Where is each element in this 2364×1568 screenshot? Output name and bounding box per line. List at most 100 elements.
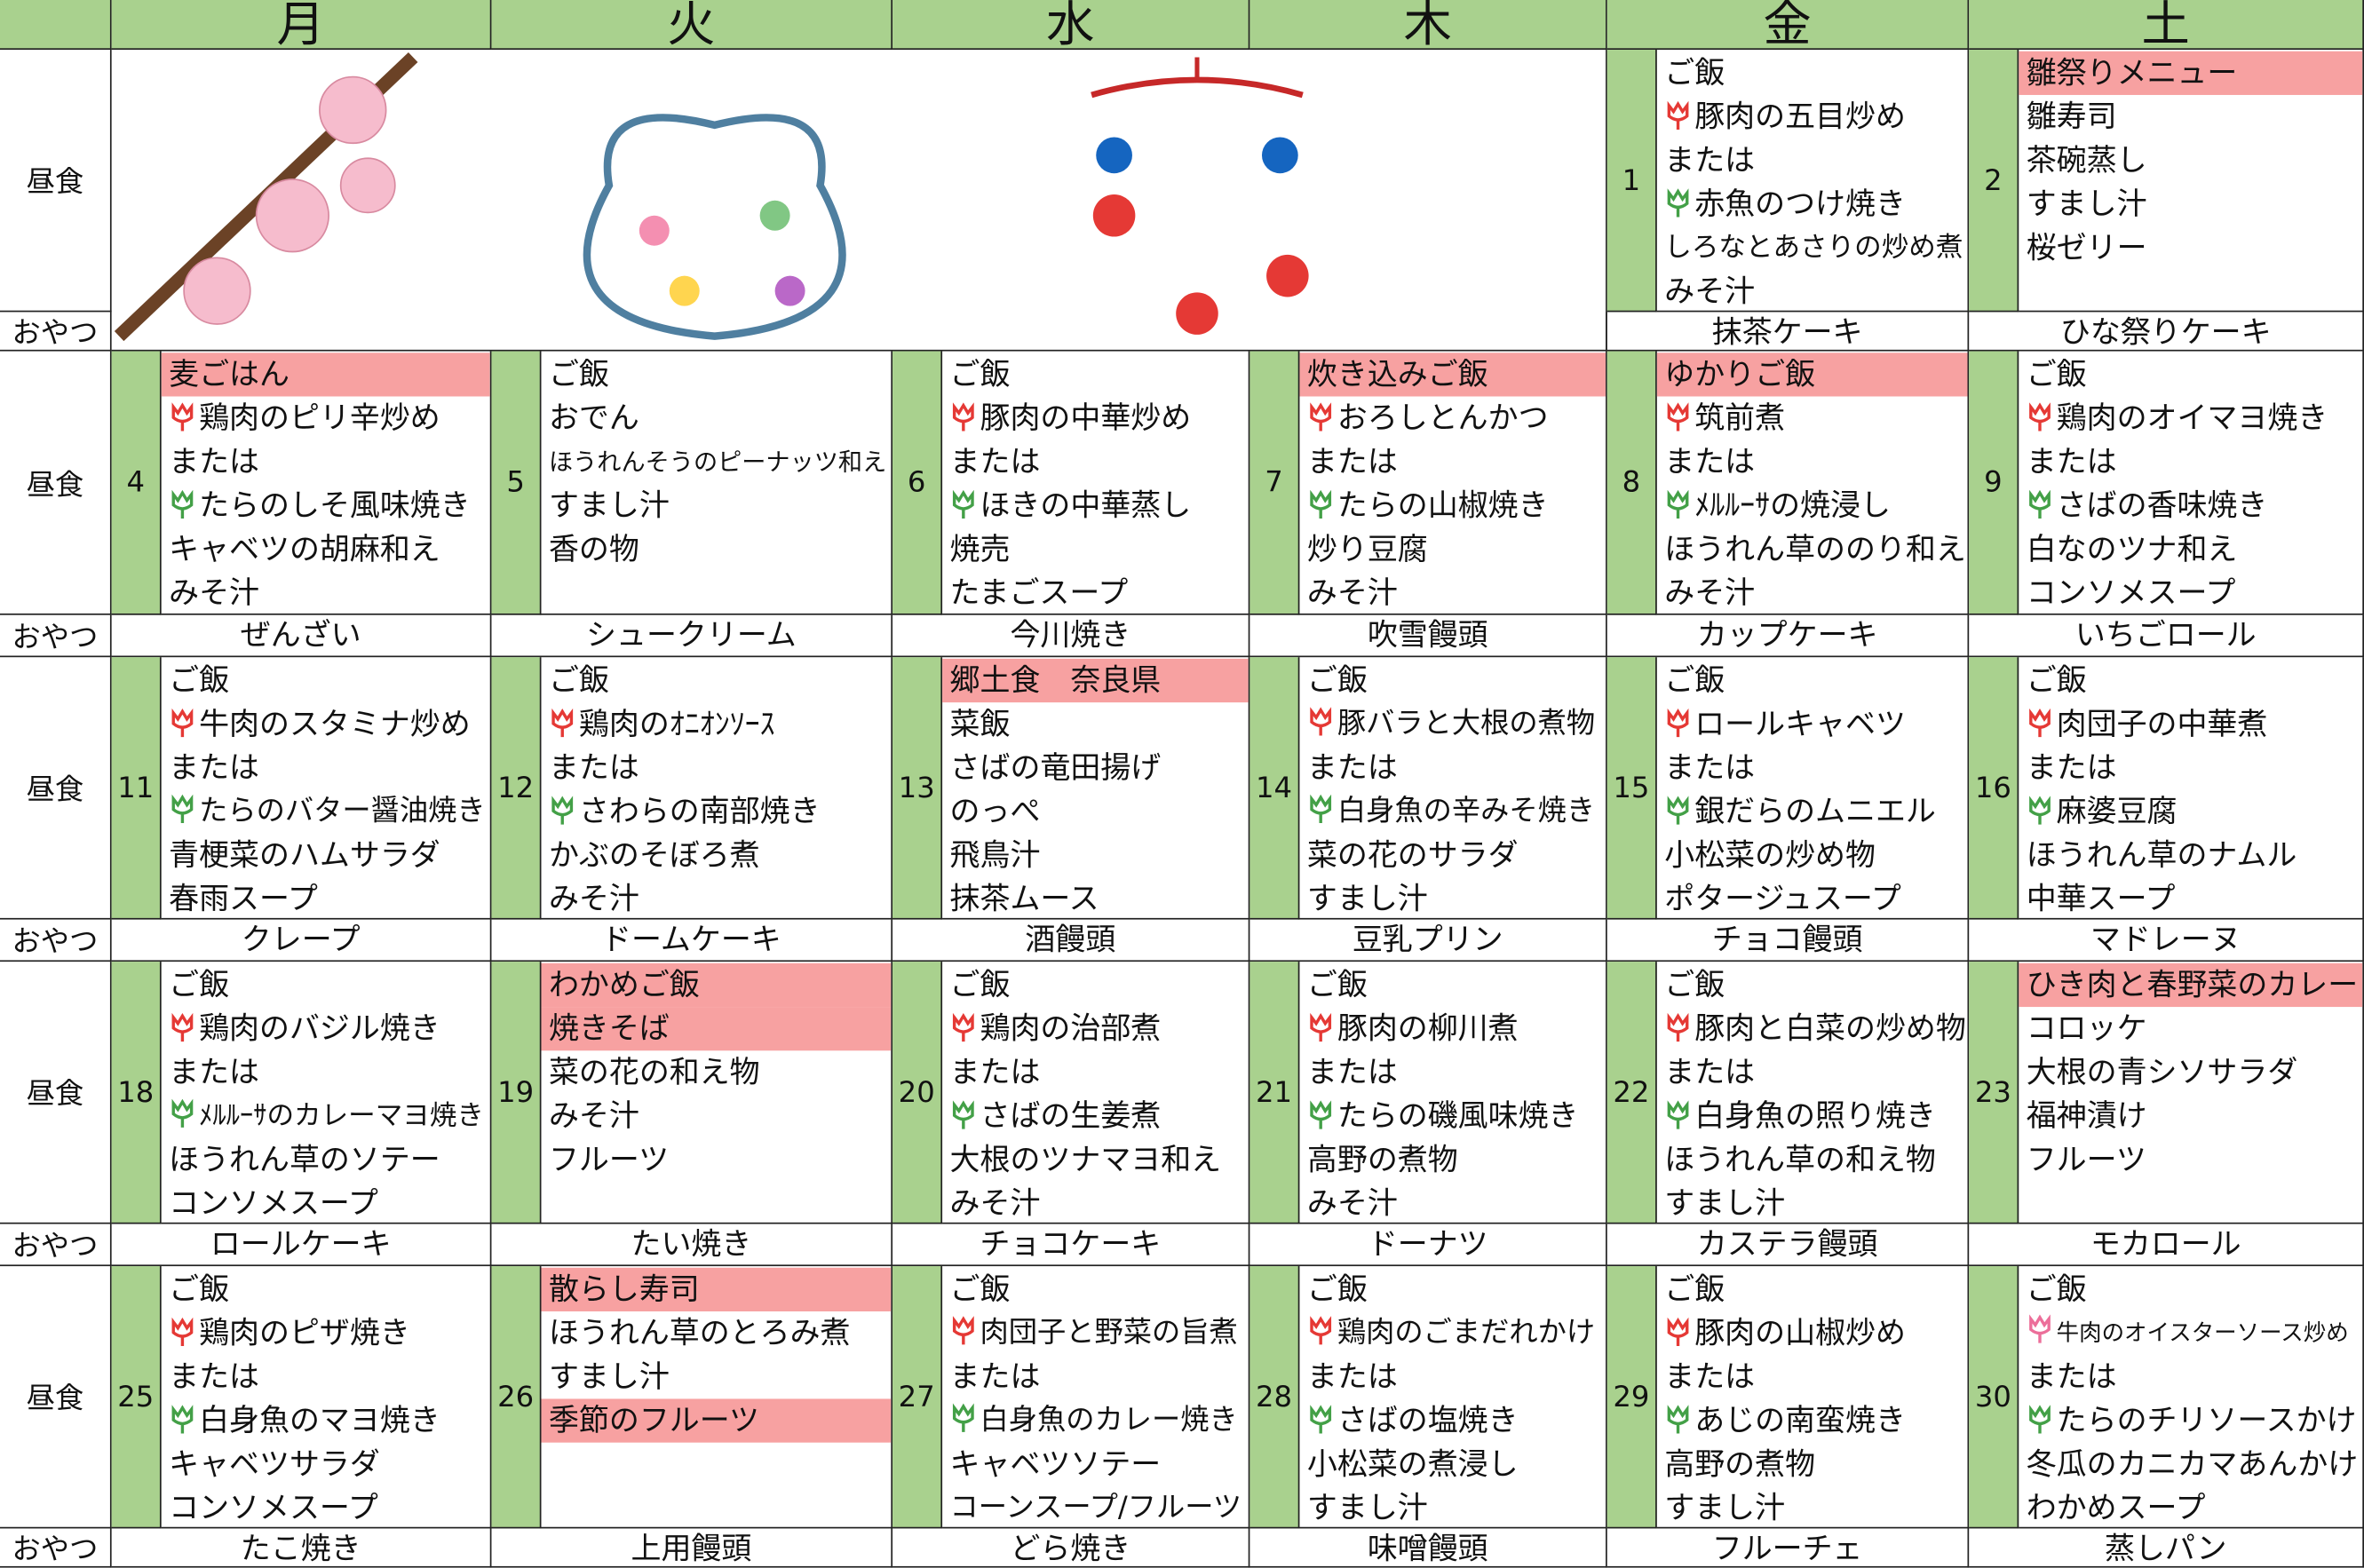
menu: ご飯 おでん ほうれんそうのピーナッツ和え すまし汁 香の物 [541, 351, 893, 615]
menu-text: わかめご飯 [548, 966, 700, 1002]
menu-text: または [1664, 748, 1756, 786]
menu-text: みそ汁 [548, 1097, 639, 1134]
menu-text: または [169, 1053, 260, 1090]
date: 8 [1606, 351, 1657, 615]
menu-text: 白身魚の照り焼き [1694, 1097, 1936, 1134]
tulip-icon [1667, 708, 1689, 738]
menu-item: ご飯 [1657, 1268, 1968, 1311]
date: 4 [111, 351, 162, 615]
menu-item: たらの山椒焼き [1299, 484, 1606, 527]
menu-text: しろなとあさりの炒め煮 [1664, 232, 1963, 265]
menu-text: ひき肉と春野菜のカレー [2026, 966, 2359, 1002]
menu-text: 高野の煮物 [1664, 1445, 1816, 1482]
menu-item: ほうれんそうのピーナッツ和え [541, 440, 891, 484]
menu-item: 鶏肉のピリ辛炒め [162, 396, 490, 440]
menu-text: ご飯 [1306, 1271, 1368, 1307]
menu-item: 鶏肉のごまだれかけ [1299, 1311, 1606, 1355]
menu-item: かぶのそぼろ煮 [541, 834, 891, 877]
tulip-icon [1667, 1100, 1689, 1129]
menu-item: みそ汁 [1299, 571, 1606, 614]
menu: ご飯 豚バラと大根の煮物 または 白身魚の辛みそ焼き 菜の花のサラダ すまし汁 [1299, 657, 1607, 920]
menu-text: すまし汁 [1306, 880, 1428, 917]
menu-text: のっぺ [949, 792, 1041, 829]
menu-text: 豚肉の山椒炒め [1694, 1314, 1906, 1351]
menu-text: 大根のツナマヨ和え [949, 1141, 1222, 1177]
lunch-label: 昼食 [0, 657, 112, 920]
tulip-icon [1667, 1405, 1689, 1434]
menu-item: 赤魚のつけ焼き [1657, 182, 1968, 226]
menu-item: または [1299, 746, 1606, 789]
menu-item: 麦ごはん [161, 352, 490, 397]
menu-text: 炊き込みご飯 [1306, 355, 1488, 392]
menu-item: さばの塩焼き [1299, 1398, 1606, 1442]
menu-text: または [1306, 748, 1398, 786]
tulip-icon [952, 489, 974, 519]
snack: 抹茶ケーキ [1606, 312, 1970, 352]
menu-text: 菜の花の和え物 [548, 1053, 760, 1090]
menu-item: 春雨スープ [162, 877, 490, 918]
snack: クレープ [111, 919, 492, 962]
menu-item: さばの香味焼き [2019, 484, 2362, 527]
menu-item: 豚肉の山椒炒め [1657, 1311, 1968, 1355]
menu-text: または [2026, 443, 2117, 479]
menu-item: または [162, 746, 490, 789]
date: 1 [1606, 50, 1657, 313]
menu-item: たらのチリソースかけ [2019, 1398, 2362, 1442]
menu-item: 鶏肉のバジル焼き [162, 1007, 490, 1050]
menu-item: おろしとんかつ [1299, 396, 1606, 440]
menu-text: 肉団子と野菜の旨煮 [980, 1316, 1238, 1350]
menu-item: ご飯 [162, 963, 490, 1007]
menu-item: 白身魚のカレー焼き [942, 1398, 1249, 1442]
tulip-icon [952, 402, 974, 432]
weekday: 土 [1969, 0, 2364, 51]
menu-text: 豚肉の柳川煮 [1337, 1010, 1519, 1047]
tulip-icon [551, 708, 574, 738]
menu-item: みそ汁 [1299, 1182, 1606, 1223]
menu-item: 炊き込みご飯 [1299, 352, 1606, 397]
tulip-icon [171, 489, 194, 519]
menu-text: または [949, 443, 1041, 479]
tulip-icon [1667, 100, 1689, 131]
menu-item: 豚肉の柳川煮 [1299, 1007, 1606, 1050]
menu-item: 茶碗蒸し [2019, 139, 2362, 182]
tulip-icon [952, 1403, 974, 1432]
menu-text: 菜飯 [949, 705, 1011, 742]
menu-item: コンソメスープ [2019, 571, 2362, 614]
menu-text: 豚肉と白菜の炒め物 [1694, 1010, 1966, 1047]
menu-text: ご飯 [949, 1271, 1011, 1307]
menu: ご飯 豚肉の柳川煮 または たらの磯風味焼き 高野の煮物 みそ汁 [1299, 962, 1607, 1224]
menu-item: みそ汁 [1657, 270, 1968, 311]
tulip-icon [1667, 1317, 1689, 1347]
menu-item: 抹茶ムース [942, 877, 1249, 918]
menu-text: ご飯 [949, 355, 1011, 392]
menu-text: ほうれん草のソテー [169, 1141, 440, 1177]
menu-item: あじの南蛮焼き [1657, 1398, 1968, 1442]
menu-text: 菜の花のサラダ [1306, 836, 1519, 873]
menu-text: たらのバター醤油焼き [199, 794, 486, 828]
menu-text: 春雨スープ [169, 880, 318, 917]
menu-item: しろなとあさりの炒め煮 [1657, 226, 1968, 270]
menu-item: 散らし寿司 [541, 1267, 892, 1311]
tulip-icon [1310, 402, 1332, 432]
snack: ドーナツ [1249, 1224, 1607, 1267]
menu-item: すまし汁 [541, 484, 891, 527]
tulip-icon [171, 794, 194, 823]
menu-text: 白なのツナ和え [2026, 530, 2238, 567]
tulip-icon [1310, 1405, 1332, 1434]
tulip-icon [171, 708, 194, 738]
menu-item: みそ汁 [1657, 571, 1968, 614]
snack: 酒饅頭 [892, 919, 1250, 962]
menu-text: または [548, 748, 639, 786]
menu: 炊き込みご飯 おろしとんかつ または たらの山椒焼き 炒り豆腐 みそ汁 [1299, 351, 1607, 615]
menu-text: さばの香味焼き [2056, 487, 2268, 524]
date: 22 [1606, 962, 1657, 1224]
menu-text: ご飯 [1664, 966, 1725, 1002]
menu-text: ﾒﾙﾙｰｻの焼浸し [1694, 487, 1891, 524]
snack: カステラ饅頭 [1606, 1224, 1970, 1267]
menu-text: 筑前煮 [1694, 399, 1786, 436]
decoration-area [112, 50, 1607, 352]
menu-item: 高野の煮物 [1657, 1443, 1968, 1486]
menu-text: ご飯 [2026, 355, 2087, 392]
menu-text: ほうれん草のナムル [2026, 836, 2297, 873]
